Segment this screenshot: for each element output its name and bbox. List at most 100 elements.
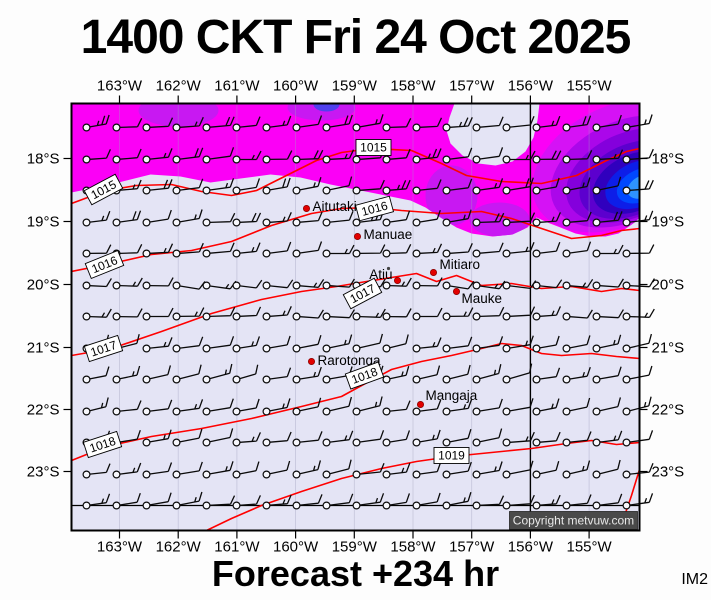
wind-barb <box>382 334 409 353</box>
place-dot-aitutaki <box>303 205 311 213</box>
wind-barb <box>442 178 473 195</box>
wind-barbs <box>82 114 655 510</box>
wind-barb-staff <box>119 462 142 475</box>
wind-barb-station <box>112 281 121 290</box>
wind-barb <box>322 278 355 290</box>
wind-barb-staff <box>569 460 591 475</box>
wind-barb-station <box>142 123 151 132</box>
wind-barb <box>232 495 261 510</box>
lat-label-left: 18°S <box>27 151 60 168</box>
wind-barb <box>442 429 472 447</box>
wind-barb <box>412 429 441 447</box>
wind-barb-station <box>562 312 571 321</box>
wind-barb-station <box>592 470 601 479</box>
wind-barb-station <box>382 375 391 384</box>
wind-barb <box>322 176 353 195</box>
wind-barb-station <box>442 312 451 321</box>
wind-barb-staff <box>209 178 235 191</box>
wind-barb-staff <box>119 179 142 191</box>
wind-barb-station <box>112 501 121 510</box>
plot-id-label: IM2 <box>681 571 708 588</box>
lat-label-left: 20°S <box>27 277 60 294</box>
rain-blob <box>469 202 530 237</box>
wind-barb-station <box>412 155 421 164</box>
wind-barb-station <box>442 375 451 384</box>
wind-barb-staff <box>539 177 560 191</box>
wind-barb-staff <box>389 308 412 318</box>
wind-barb-staff <box>479 116 504 128</box>
lon-label-top: 159°W <box>332 78 378 95</box>
wind-barb-staff <box>419 307 443 318</box>
wind-barb-staff <box>299 211 323 223</box>
wind-barb-station <box>472 123 481 132</box>
wind-barb-staff <box>569 150 593 161</box>
wind-barb-staff <box>119 400 142 412</box>
wind-barb-station <box>172 281 181 290</box>
wind-barb-staff <box>509 460 534 475</box>
wind-barb-staff <box>89 397 109 412</box>
wind-barb <box>502 494 535 510</box>
wind-barb <box>292 431 323 447</box>
wind-barb-station <box>592 407 601 416</box>
wind-barb-staff <box>539 212 561 223</box>
wind-barb <box>592 149 624 164</box>
wind-barb-staff <box>449 492 472 506</box>
wind-barb-station <box>232 407 241 416</box>
wind-barb-staff <box>479 398 503 412</box>
wind-barb-staff <box>239 364 259 380</box>
wind-barb <box>262 306 292 321</box>
wind-barb <box>412 277 443 290</box>
wind-barb-station <box>532 344 541 353</box>
wind-barb-station <box>472 249 481 258</box>
wind-barb <box>202 178 235 195</box>
wind-barb-station <box>82 407 91 416</box>
wind-barb <box>232 398 260 416</box>
wind-barb <box>172 147 204 164</box>
wind-barb-staff <box>239 398 260 412</box>
lon-label-bottom: 157°W <box>449 539 495 556</box>
wind-barb-staff <box>269 398 291 412</box>
wind-barb-staff <box>479 212 505 224</box>
wind-barb <box>142 179 173 195</box>
wind-barb-staff <box>599 278 624 288</box>
wind-barb-staff <box>419 209 441 223</box>
wind-barb-staff <box>269 306 292 317</box>
wind-barb-staff <box>209 147 235 160</box>
place-dot-manuae <box>353 233 361 241</box>
wind-barb-station <box>502 312 511 321</box>
wind-barb <box>502 115 535 132</box>
wind-barb <box>172 399 204 416</box>
isobar-label-box <box>354 195 395 222</box>
wind-barb-station <box>562 218 571 227</box>
wind-barb-station <box>292 249 301 258</box>
wind-barb <box>562 278 594 290</box>
wind-barb-station <box>352 438 361 447</box>
wind-barb <box>82 114 110 132</box>
wind-barb-station <box>232 155 241 164</box>
wind-barb-staff <box>179 461 203 475</box>
wind-barb <box>472 178 504 195</box>
wind-barb-station <box>82 375 91 384</box>
wind-barb <box>502 241 535 258</box>
wind-barb-staff <box>299 431 323 443</box>
lat-label-left: 23°S <box>27 464 60 481</box>
place-markers: Aitutaki Manuae Mitiaro Atiu Mauke Rarotonga M… <box>303 199 502 408</box>
wind-barb-staff <box>509 177 534 191</box>
wind-barb-station <box>412 375 421 384</box>
wind-barb <box>172 178 204 195</box>
wind-barb <box>232 306 262 321</box>
wind-barb-station <box>262 123 271 132</box>
wind-barb <box>292 177 322 195</box>
wind-barb-station <box>592 344 601 353</box>
wind-barb-station <box>442 501 451 510</box>
wind-barb <box>172 336 204 353</box>
wind-barb-station <box>532 407 541 416</box>
wind-barb-staff <box>599 244 624 255</box>
wind-barb-station <box>232 249 241 258</box>
wind-barb-station <box>172 123 181 132</box>
rain-shading <box>71 103 640 237</box>
lat-label-right: 22°S <box>652 402 685 419</box>
wind-barb <box>592 309 624 321</box>
place-label-aitutaki: Aitutaki <box>313 199 357 214</box>
